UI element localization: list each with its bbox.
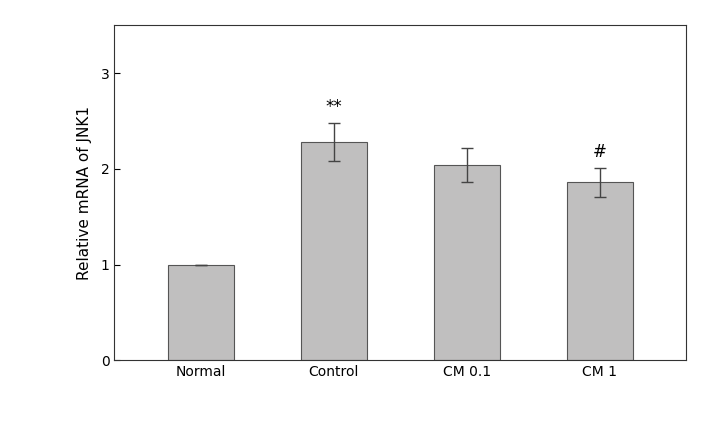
Y-axis label: Relative mRNA of JNK1: Relative mRNA of JNK1	[77, 106, 92, 280]
Text: **: **	[325, 98, 342, 116]
Text: #: #	[593, 143, 607, 162]
Bar	[567, 182, 633, 360]
Bar	[300, 142, 367, 360]
Bar	[167, 265, 234, 360]
Bar	[434, 165, 500, 360]
